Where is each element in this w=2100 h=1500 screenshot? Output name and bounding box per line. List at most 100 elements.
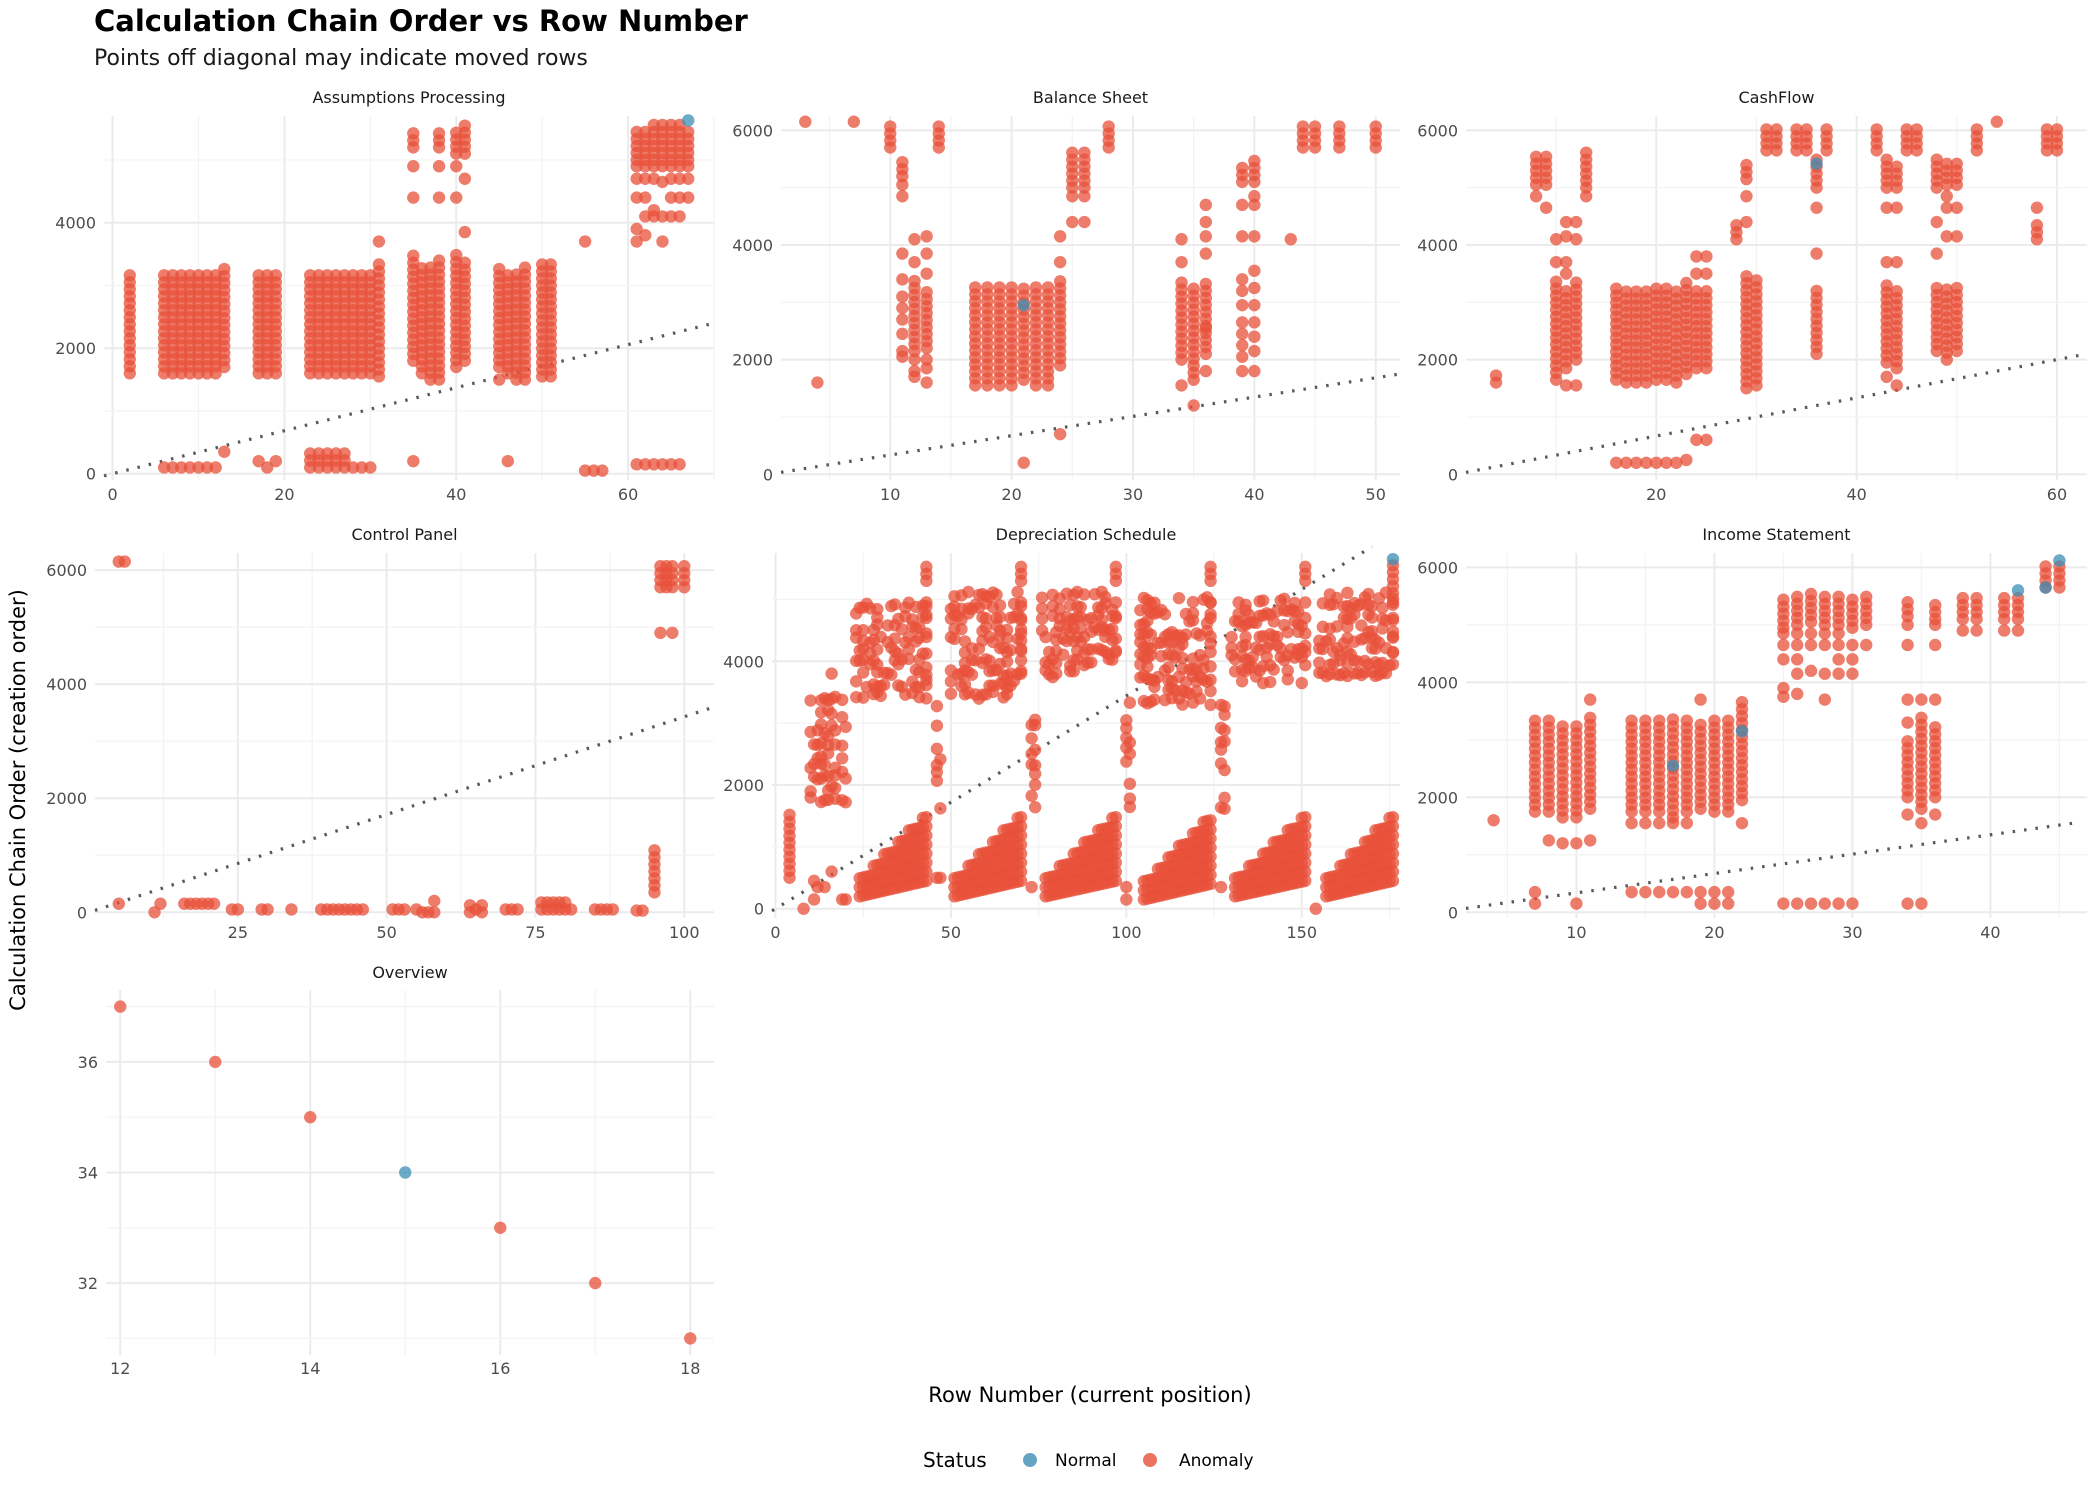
data-point-anomaly — [1078, 146, 1091, 159]
data-point-anomaly — [1014, 810, 1028, 824]
data-point-anomaly — [920, 267, 933, 280]
data-point-anomaly — [807, 893, 821, 906]
data-point-anomaly — [1236, 198, 1249, 212]
data-point-anomaly — [1750, 274, 1763, 287]
data-point-anomaly — [896, 350, 909, 363]
data-point-anomaly — [1248, 230, 1261, 243]
data-point-anomaly — [587, 464, 600, 477]
data-point-anomaly — [896, 155, 909, 169]
panel-depreciation-schedule: Depreciation Schedule 0 50 100 150 0 2000 4000 — [723, 525, 1400, 942]
data-point-anomaly — [630, 172, 643, 185]
data-point-anomaly — [1236, 298, 1249, 312]
data-point-anomaly — [1740, 215, 1753, 229]
data-point-anomaly — [1204, 645, 1217, 659]
data-point-anomaly — [1109, 632, 1123, 645]
data-point-anomaly — [1690, 267, 1703, 280]
data-point-anomaly — [1901, 596, 1914, 609]
x-tick-label: 16 — [490, 1359, 510, 1378]
data-point-anomaly — [1730, 219, 1743, 232]
data-point-anomaly — [664, 118, 678, 132]
data-point-anomaly — [1187, 282, 1200, 295]
data-point-anomaly — [1610, 282, 1623, 295]
data-point-anomaly — [355, 461, 368, 474]
data-point-anomaly — [1376, 601, 1389, 615]
data-point-anomaly — [908, 274, 921, 288]
data-point-anomaly — [664, 458, 678, 471]
data-point-anomaly — [1832, 667, 1845, 680]
data-point-anomaly — [1950, 201, 1963, 214]
data-point-anomaly — [458, 225, 472, 239]
data-point-anomaly — [1313, 656, 1326, 669]
data-point-anomaly — [656, 458, 669, 471]
data-point-anomaly — [424, 261, 437, 274]
data-point-anomaly — [1930, 215, 1943, 229]
data-point-anomaly — [252, 269, 265, 282]
data-point-anomaly — [1386, 611, 1400, 625]
data-point-anomaly — [1386, 596, 1400, 609]
data-point-anomaly — [895, 623, 909, 636]
data-point-anomaly — [920, 820, 933, 833]
data-point-anomaly — [896, 190, 909, 203]
x-tick-label: 20 — [1704, 923, 1724, 942]
data-point-anomaly — [1158, 608, 1172, 621]
data-point-anomaly — [825, 707, 838, 721]
data-point-anomaly — [1299, 560, 1312, 574]
data-point-anomaly — [1256, 594, 1270, 607]
data-point-anomaly — [312, 447, 325, 460]
data-point-anomaly — [494, 1221, 507, 1235]
data-point-anomaly — [1053, 230, 1067, 243]
data-point-anomaly — [1193, 692, 1207, 705]
x-axis-title: Row Number (current position) — [928, 1383, 1251, 1407]
data-point-anomaly — [1818, 627, 1832, 640]
data-point-anomaly — [589, 1276, 602, 1290]
data-point-anomaly — [811, 376, 824, 389]
data-point-anomaly — [458, 172, 472, 185]
data-point-anomaly — [1549, 233, 1563, 246]
data-point-anomaly — [1929, 638, 1942, 652]
data-point-anomaly — [596, 464, 609, 477]
data-point-anomaly — [1386, 865, 1400, 878]
data-point-anomaly — [1263, 675, 1277, 689]
data-point-anomaly — [1102, 120, 1115, 133]
y-tick-label: 32 — [78, 1274, 98, 1293]
data-point-anomaly — [1162, 661, 1175, 674]
data-point-anomaly — [1890, 285, 1903, 298]
panel-strip-label: Income Statement — [1702, 525, 1850, 544]
data-point-anomaly — [2040, 123, 2054, 136]
x-tick-label: 100 — [669, 923, 700, 942]
data-point-anomaly — [1141, 660, 1154, 673]
data-point-anomaly — [1066, 190, 1079, 203]
data-point-anomaly — [1950, 281, 1963, 295]
data-point-anomaly — [839, 796, 852, 809]
y-tick-label: 6000 — [1417, 121, 1458, 140]
data-point-anomaly — [346, 269, 360, 282]
data-point-anomaly — [920, 829, 933, 842]
data-point-anomaly — [1204, 814, 1217, 827]
data-point-anomaly — [1236, 364, 1249, 378]
data-point-anomaly — [1777, 681, 1790, 695]
data-point-anomaly — [338, 269, 351, 282]
y-tick-label: 0 — [1448, 465, 1458, 484]
data-point-anomaly — [1386, 829, 1400, 842]
data-point-anomaly — [1299, 820, 1312, 833]
data-point-anomaly — [1308, 120, 1322, 133]
data-point-anomaly — [948, 632, 961, 646]
data-point-anomaly — [1625, 885, 1638, 899]
data-point-anomaly — [252, 454, 265, 468]
data-point-anomaly — [1175, 255, 1188, 269]
x-tick-label: 12 — [110, 1359, 130, 1378]
data-point-anomaly — [1890, 160, 1903, 173]
x-tick-label: 75 — [525, 923, 545, 942]
y-tick-label: 6000 — [732, 121, 773, 140]
data-point-anomaly — [1970, 591, 1983, 605]
data-point-anomaly — [1832, 590, 1845, 604]
data-point-anomaly — [1791, 667, 1804, 680]
data-point-anomaly — [1832, 638, 1845, 652]
legend: Status Normal Anomaly — [923, 1448, 1254, 1472]
data-point-anomaly — [639, 458, 652, 471]
data-point-anomaly — [1248, 330, 1261, 343]
data-point-anomaly — [1035, 602, 1049, 615]
data-point-anomaly — [1579, 190, 1593, 203]
data-point-anomaly — [1123, 747, 1137, 760]
